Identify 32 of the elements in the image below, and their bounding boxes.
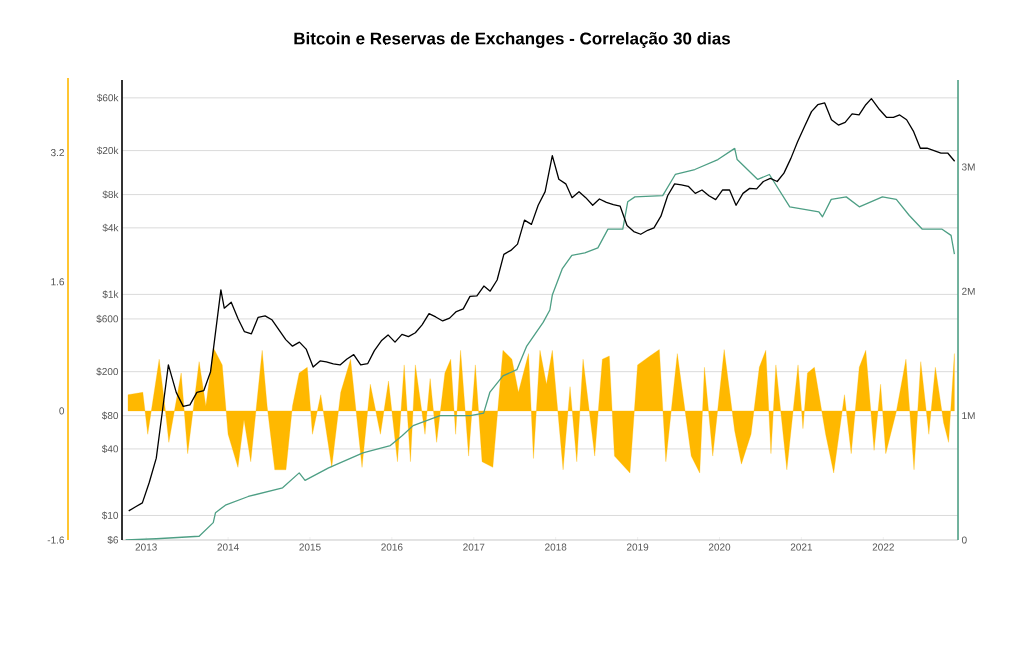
x-tick-label: 2019 — [626, 543, 649, 551]
x-tick-label: 2015 — [299, 543, 321, 551]
y2-tick-label: $10 — [101, 511, 119, 520]
chart-title: Bitcoin e Reservas de Exchanges - Correlação 30 dias — [294, 32, 730, 48]
y2-tick-label: $6 — [107, 535, 119, 545]
x-tick-label: 2013 — [135, 543, 157, 551]
y3-tick-label: 1M — [962, 412, 975, 420]
x-tick-label: 2021 — [790, 543, 813, 551]
x-tick-label: 2014 — [217, 543, 239, 551]
y2-tick-label: $4k — [102, 223, 119, 232]
x-tick-label: 2022 — [872, 543, 894, 551]
y2-tick-label: $60k — [96, 93, 119, 102]
x-tick-label: 2020 — [708, 543, 731, 551]
y2-tick-label: $200 — [96, 367, 119, 376]
x-tick-label: 2016 — [381, 543, 403, 551]
y2-tick-label: $20k — [96, 146, 119, 155]
y-tick-label: 0 — [59, 407, 65, 415]
y2-tick-label: $1k — [102, 290, 119, 299]
y2-tick-label: $40 — [101, 444, 119, 453]
y-tick-label: 1.6 — [51, 278, 65, 286]
line-series — [124, 147, 956, 540]
x-tick-label: 2017 — [463, 543, 485, 551]
line-series — [128, 97, 956, 512]
y2-tick-label: $80 — [101, 411, 119, 420]
y-tick-label: -1.6 — [47, 536, 65, 544]
y-tick-label: 3.2 — [50, 149, 64, 157]
y3-tick-label: 0 — [961, 536, 967, 544]
y2-tick-label: $8k — [102, 190, 119, 199]
y2-tick-label: $600 — [96, 314, 119, 323]
x-tick-label: 2018 — [545, 543, 567, 551]
y3-tick-label: 2M — [962, 287, 975, 295]
y3-tick-label: 3M — [961, 163, 975, 171]
